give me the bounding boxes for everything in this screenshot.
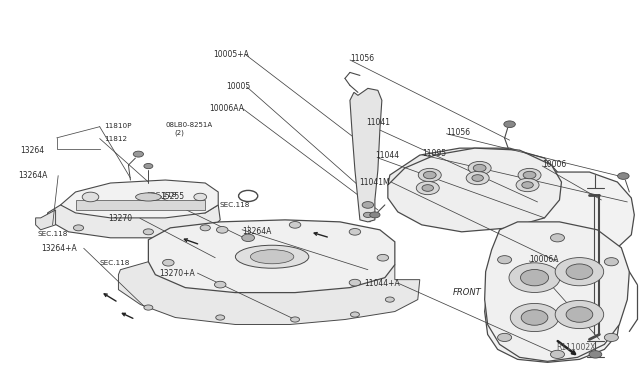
Ellipse shape: [250, 250, 294, 264]
Text: 10006AA: 10006AA: [209, 104, 244, 113]
Text: 10006A: 10006A: [529, 255, 559, 264]
Circle shape: [523, 171, 536, 179]
Circle shape: [291, 317, 300, 322]
Circle shape: [522, 182, 533, 188]
Circle shape: [143, 229, 154, 235]
Circle shape: [214, 281, 226, 288]
Circle shape: [497, 256, 511, 264]
Polygon shape: [484, 172, 634, 362]
Polygon shape: [47, 205, 220, 238]
Circle shape: [468, 161, 491, 175]
Circle shape: [497, 333, 511, 341]
Circle shape: [133, 151, 143, 157]
Circle shape: [550, 234, 564, 242]
Text: B: B: [245, 192, 251, 201]
Text: 13270+A: 13270+A: [159, 269, 195, 278]
Circle shape: [216, 315, 225, 320]
Text: 13264: 13264: [20, 146, 44, 155]
Circle shape: [416, 181, 439, 195]
Text: 11812: 11812: [104, 135, 127, 142]
Polygon shape: [118, 262, 420, 324]
Circle shape: [144, 163, 153, 169]
Ellipse shape: [236, 245, 309, 268]
Circle shape: [472, 175, 483, 182]
Text: 13264+A: 13264+A: [41, 244, 77, 253]
Circle shape: [377, 254, 388, 261]
Circle shape: [566, 264, 593, 279]
Circle shape: [74, 225, 84, 231]
Polygon shape: [388, 148, 561, 232]
Text: 11810P: 11810P: [104, 123, 132, 129]
Text: 10005+A: 10005+A: [213, 50, 249, 59]
Polygon shape: [484, 222, 629, 361]
Circle shape: [550, 350, 564, 359]
Circle shape: [349, 228, 361, 235]
Text: 11044: 11044: [376, 151, 400, 160]
Circle shape: [349, 279, 361, 286]
Circle shape: [604, 258, 618, 266]
Circle shape: [509, 263, 560, 292]
Circle shape: [618, 173, 629, 179]
Circle shape: [163, 259, 174, 266]
Polygon shape: [61, 180, 218, 218]
Circle shape: [604, 333, 618, 341]
Circle shape: [566, 307, 593, 322]
Text: 11041: 11041: [366, 118, 390, 127]
Ellipse shape: [136, 193, 161, 201]
Text: 11041M: 11041M: [360, 178, 390, 187]
Circle shape: [510, 304, 559, 331]
Circle shape: [362, 202, 374, 208]
Text: 11044+A: 11044+A: [365, 279, 401, 288]
Text: B: B: [245, 192, 251, 201]
Circle shape: [520, 269, 548, 286]
Circle shape: [504, 121, 515, 128]
Text: 08LB0-8251A: 08LB0-8251A: [166, 122, 212, 128]
Text: SEC.118: SEC.118: [100, 260, 130, 266]
Polygon shape: [76, 200, 205, 210]
Circle shape: [473, 164, 486, 172]
Text: 15255: 15255: [161, 192, 184, 201]
Polygon shape: [148, 220, 395, 293]
Text: (2): (2): [174, 129, 184, 135]
Circle shape: [239, 190, 258, 202]
Circle shape: [82, 192, 99, 202]
Circle shape: [422, 185, 433, 191]
Circle shape: [521, 310, 548, 325]
Circle shape: [518, 169, 541, 182]
Circle shape: [424, 171, 436, 179]
Text: SEC.118: SEC.118: [219, 202, 250, 208]
Text: 11095: 11095: [422, 149, 446, 158]
Text: 11056: 11056: [350, 54, 374, 63]
Text: 11056: 11056: [447, 128, 470, 137]
Text: SEC.118: SEC.118: [38, 231, 68, 237]
Text: 10006: 10006: [542, 160, 566, 169]
Circle shape: [555, 257, 604, 286]
Circle shape: [289, 221, 301, 228]
Circle shape: [194, 193, 207, 201]
Text: SEC.118: SEC.118: [147, 192, 177, 198]
Circle shape: [555, 301, 604, 328]
Polygon shape: [350, 89, 382, 222]
Circle shape: [466, 171, 489, 185]
Text: 13264A: 13264A: [19, 171, 48, 180]
Text: 13270: 13270: [108, 214, 132, 223]
Circle shape: [216, 227, 228, 233]
Circle shape: [419, 169, 441, 182]
Circle shape: [589, 351, 602, 358]
Circle shape: [385, 297, 394, 302]
Text: R111002X: R111002X: [556, 343, 596, 352]
Polygon shape: [36, 210, 56, 230]
Circle shape: [516, 178, 539, 192]
Text: FRONT: FRONT: [453, 288, 481, 297]
Circle shape: [364, 212, 372, 218]
Circle shape: [239, 191, 257, 201]
Text: 10005: 10005: [226, 82, 250, 91]
Polygon shape: [388, 148, 557, 218]
Text: 13264A: 13264A: [242, 227, 271, 236]
Circle shape: [242, 234, 255, 241]
Circle shape: [351, 312, 360, 317]
Circle shape: [200, 225, 211, 231]
Circle shape: [144, 305, 153, 310]
Circle shape: [370, 212, 380, 218]
